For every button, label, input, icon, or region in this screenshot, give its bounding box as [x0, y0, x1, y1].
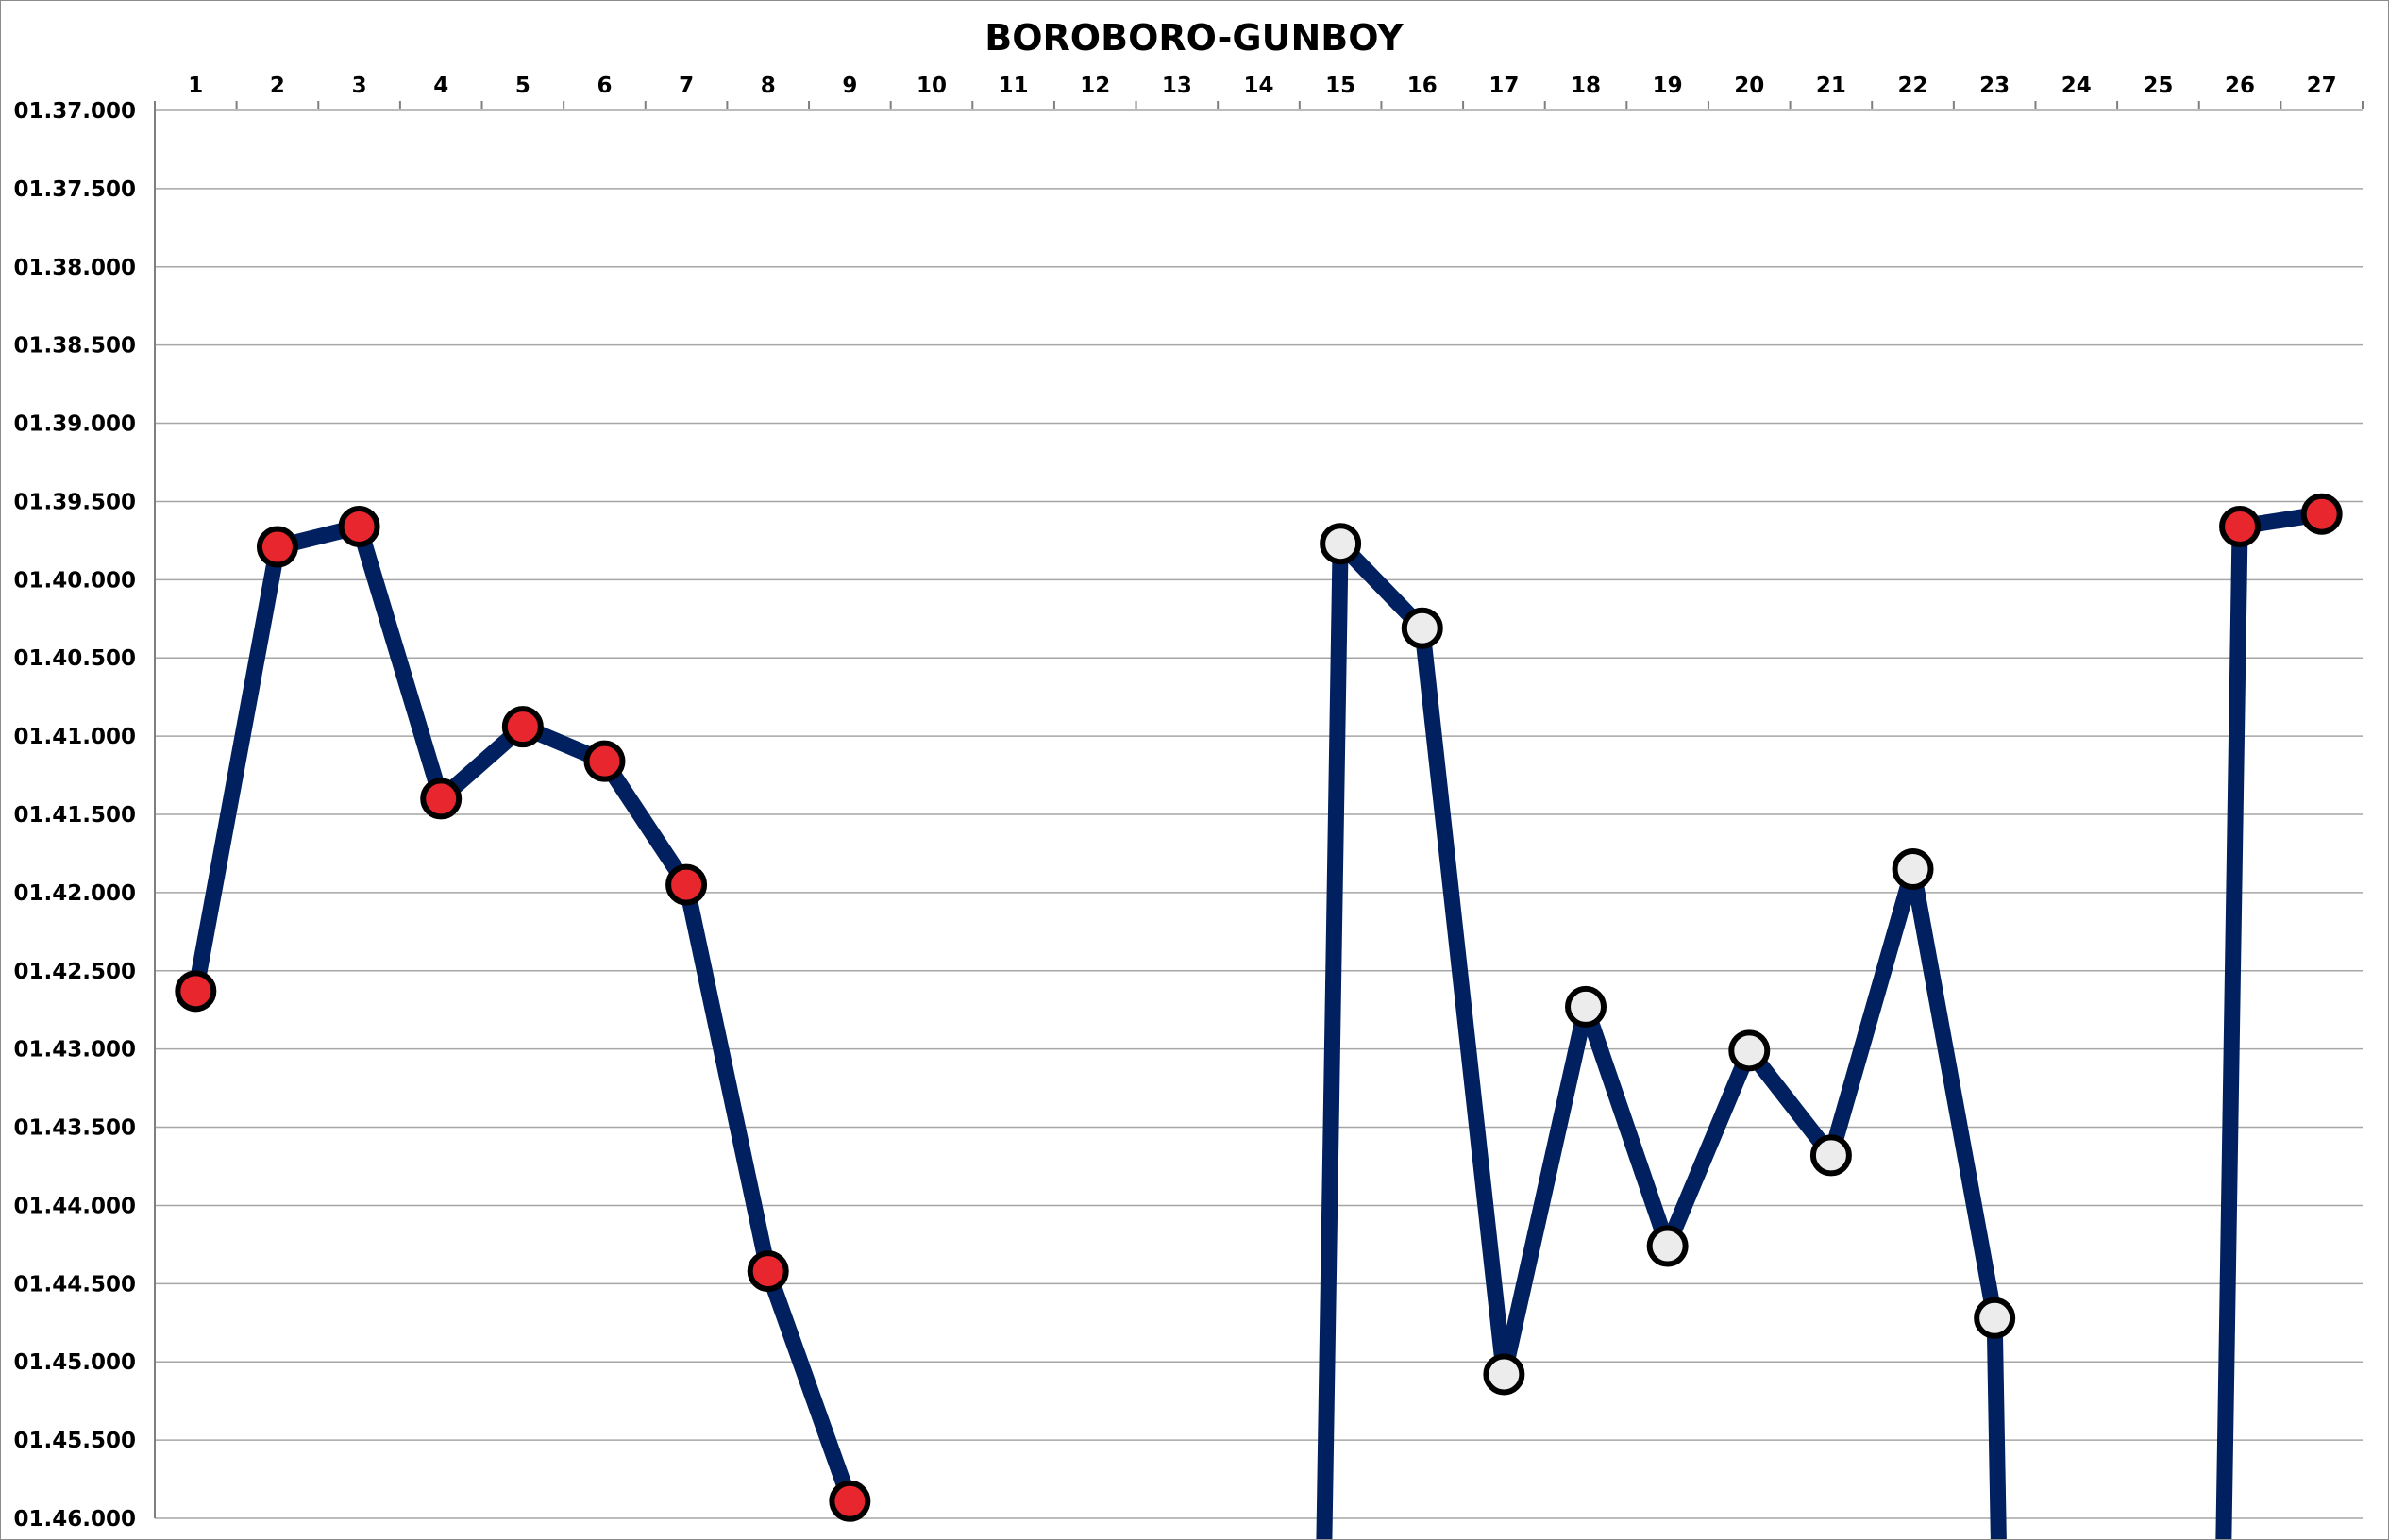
series-line-segment — [1577, 998, 1676, 1255]
y-tick-label: 01.38.000 — [14, 256, 137, 280]
x-tick-label: 14 — [1243, 74, 1273, 98]
data-point-lap-23 — [1974, 1297, 2016, 1339]
series-line-segment — [1414, 620, 1512, 1382]
x-tick-label: 15 — [1325, 74, 1355, 98]
x-tick-label: 1 — [188, 74, 203, 98]
data-point-lap-1 — [175, 970, 217, 1013]
x-tick-label: 19 — [1653, 74, 1683, 98]
data-point-lap-17 — [1483, 1353, 1525, 1396]
y-tick-label: 01.44.000 — [14, 1194, 137, 1218]
series-line-segment — [1905, 861, 2003, 1327]
series-line-segment — [351, 518, 449, 807]
x-tick-label: 16 — [1407, 74, 1438, 98]
x-tick-label: 10 — [917, 74, 947, 98]
series-line-segment-offscale — [1986, 1310, 2007, 1539]
x-tick-label: 27 — [2307, 74, 2337, 98]
data-point-lap-5 — [501, 706, 544, 748]
data-point-lap-21 — [1809, 1134, 1852, 1177]
y-tick-label: 01.41.000 — [14, 725, 137, 749]
data-point-lap-16 — [1401, 607, 1443, 649]
y-tick-label: 01.43.500 — [14, 1116, 137, 1141]
series-line-segment — [187, 539, 286, 999]
grid-layer — [155, 109, 2363, 1519]
x-tick-label: 2 — [270, 74, 285, 98]
y-tick-label: 01.43.000 — [14, 1038, 137, 1063]
data-point-lap-27 — [2300, 493, 2343, 535]
x-tick-label: 25 — [2143, 74, 2173, 98]
x-tick-label: 7 — [679, 74, 694, 98]
series-line-segment-offscale — [1316, 535, 1349, 1539]
data-point-lap-18 — [1565, 985, 1607, 1028]
x-tick-label: 23 — [1979, 74, 2010, 98]
x-tick-label: 8 — [761, 74, 776, 98]
y-tick-label: 01.44.500 — [14, 1272, 137, 1297]
x-tick-label: 13 — [1162, 74, 1192, 98]
x-tick-label: 26 — [2225, 74, 2255, 98]
x-tick-label: 11 — [999, 74, 1029, 98]
y-tick-label: 01.38.500 — [14, 334, 137, 359]
x-tick-label: 21 — [1816, 74, 1846, 98]
x-tick-label: 18 — [1571, 74, 1601, 98]
data-point-lap-6 — [583, 740, 626, 782]
x-tick-label: 6 — [597, 74, 612, 98]
x-tick-label: 4 — [433, 74, 448, 98]
series-line-segment — [1741, 1042, 1840, 1163]
data-point-lap-7 — [665, 863, 708, 906]
x-tick-label: 3 — [352, 74, 367, 98]
y-tick-label: 01.39.500 — [14, 490, 137, 514]
x-tick-label: 22 — [1898, 74, 1928, 98]
y-tick-label: 01.42.500 — [14, 960, 137, 984]
data-point-lap-15 — [1320, 523, 1362, 565]
line-layer — [187, 506, 2330, 1539]
series-line-segment — [1659, 1042, 1758, 1255]
axis-layer: 01.37.000 01.37.500 01.38.000 01.38.500 01.3… — [14, 74, 2364, 1532]
data-point-lap-20 — [1728, 1029, 1771, 1072]
y-tick-label: 01.46.000 — [14, 1507, 137, 1532]
x-tick-label: 5 — [515, 74, 530, 98]
data-point-lap-22 — [1892, 848, 1934, 891]
series-line-segment — [596, 753, 695, 894]
data-point-lap-3 — [338, 505, 380, 547]
y-tick-label: 01.37.500 — [14, 177, 137, 202]
y-tick-label: 01.37.000 — [14, 99, 137, 124]
y-tick-label: 01.45.000 — [14, 1350, 137, 1375]
y-tick-label: 01.40.500 — [14, 646, 137, 671]
x-tick-label: 9 — [842, 74, 857, 98]
data-point-lap-4 — [420, 778, 463, 820]
y-tick-label: 01.42.000 — [14, 881, 137, 906]
data-point-lap-26 — [2219, 505, 2262, 547]
y-tick-label: 01.41.500 — [14, 803, 137, 828]
series-line-segment — [678, 877, 777, 1280]
x-tick-label: 12 — [1080, 74, 1110, 98]
data-point-lap-8 — [747, 1250, 789, 1293]
x-tick-label: 20 — [1734, 74, 1764, 98]
data-point-lap-19 — [1646, 1225, 1689, 1267]
data-point-lap-2 — [256, 526, 298, 568]
x-tick-label: 17 — [1489, 74, 1519, 98]
marker-layer — [175, 493, 2343, 1522]
x-tick-label: 24 — [2061, 74, 2092, 98]
chart-title: BOROBORO-GUNBOY — [984, 17, 1404, 59]
data-point-lap-9 — [829, 1480, 871, 1522]
series-line-segment-offscale — [2215, 518, 2248, 1539]
y-tick-label: 01.40.000 — [14, 568, 137, 593]
series-line-segment — [760, 1263, 858, 1510]
y-tick-label: 01.45.500 — [14, 1429, 137, 1453]
series-line-segment — [1823, 861, 1922, 1163]
series-line-segment — [1495, 998, 1594, 1382]
y-tick-label: 01.39.000 — [14, 412, 137, 437]
